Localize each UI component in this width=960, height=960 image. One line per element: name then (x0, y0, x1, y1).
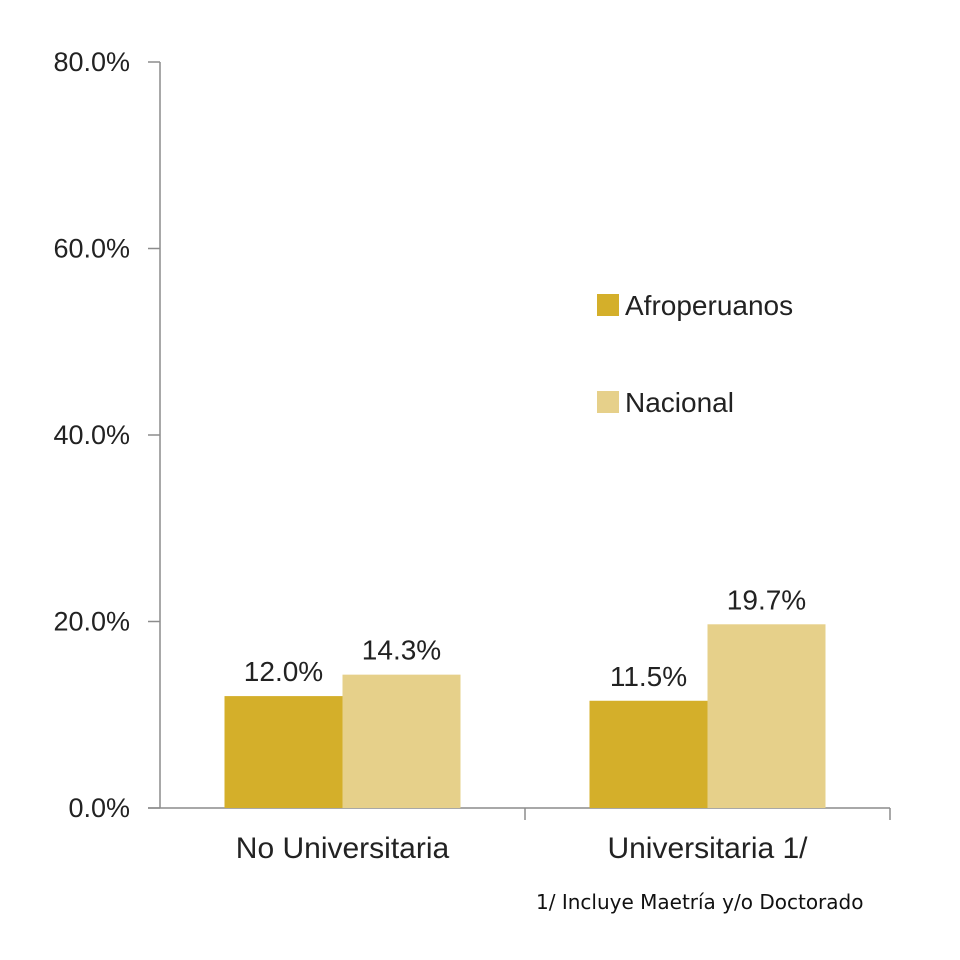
y-tick-label: 40.0% (53, 420, 130, 450)
y-tick-label: 20.0% (53, 607, 130, 637)
data-label: 12.0% (244, 656, 323, 687)
bar (224, 696, 343, 808)
x-category-label: No Universitaria (236, 832, 450, 865)
legend-label: Nacional (625, 387, 734, 418)
y-tick-label: 80.0% (53, 47, 130, 77)
data-label: 11.5% (610, 661, 687, 692)
data-label: 19.7% (727, 584, 806, 615)
x-category-label: Universitaria 1/ (607, 832, 808, 865)
legend-swatch (597, 294, 619, 316)
data-label: 14.3% (362, 635, 441, 666)
y-tick-label: 60.0% (53, 234, 130, 264)
x-axis-categories: No Universitaria Universitaria 1/ (236, 832, 808, 865)
bar (589, 700, 708, 808)
bar (342, 674, 461, 808)
y-axis-ticks: 0.0% 20.0% 40.0% 60.0% 80.0% (53, 47, 160, 823)
y-tick-label: 0.0% (68, 793, 130, 823)
legend-swatch (597, 391, 619, 413)
bar (707, 624, 826, 808)
legend-label: Afroperuanos (625, 290, 793, 321)
legend: Afroperuanos Nacional (597, 290, 793, 418)
footnote: 1/ Incluye Maetría y/o Doctorado (536, 890, 864, 914)
bars: 12.0% 14.3% 11.5% 19.7% (224, 584, 826, 808)
